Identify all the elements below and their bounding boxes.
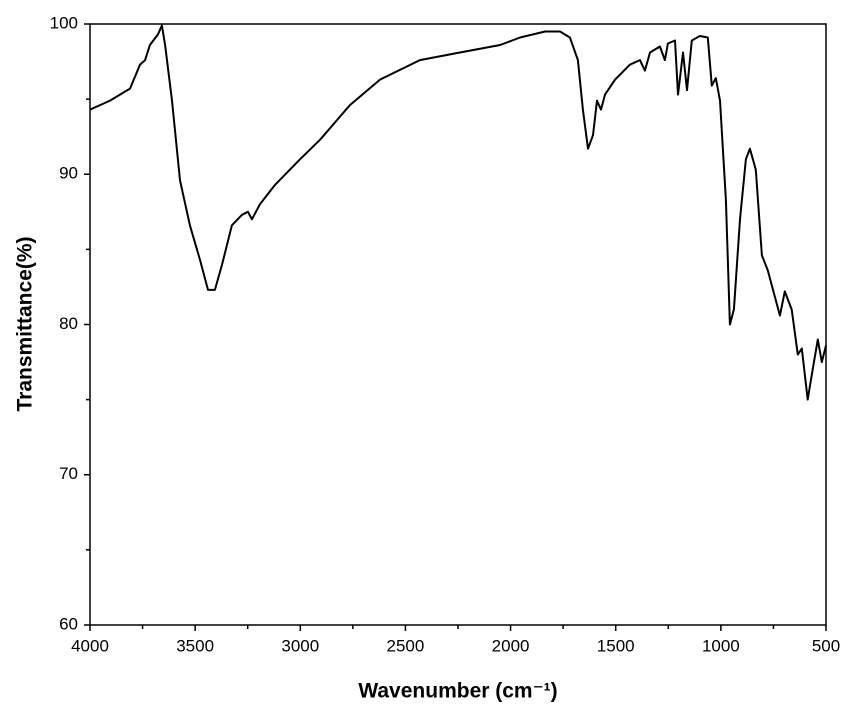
x-tick-label: 500 [812, 636, 840, 655]
x-tick-label: 3000 [281, 636, 319, 655]
y-tick-label: 90 [59, 164, 78, 183]
x-tick-label: 3500 [176, 636, 214, 655]
y-axis-label: Transmittance(%) [14, 236, 37, 411]
x-tick-label: 1500 [597, 636, 635, 655]
x-axis-label: Wavenumber (cm⁻¹) [358, 680, 557, 703]
x-tick-label: 4000 [71, 636, 109, 655]
x-tick-label: 1000 [702, 636, 740, 655]
y-tick-label: 80 [59, 314, 78, 333]
x-tick-label: 2000 [492, 636, 530, 655]
y-tick-label: 60 [59, 614, 78, 633]
y-tick-label: 100 [50, 13, 78, 32]
plot-frame [89, 23, 827, 626]
spectrum-line [89, 24, 827, 401]
y-tick-label: 70 [59, 464, 78, 483]
x-tick-label: 2500 [387, 636, 425, 655]
